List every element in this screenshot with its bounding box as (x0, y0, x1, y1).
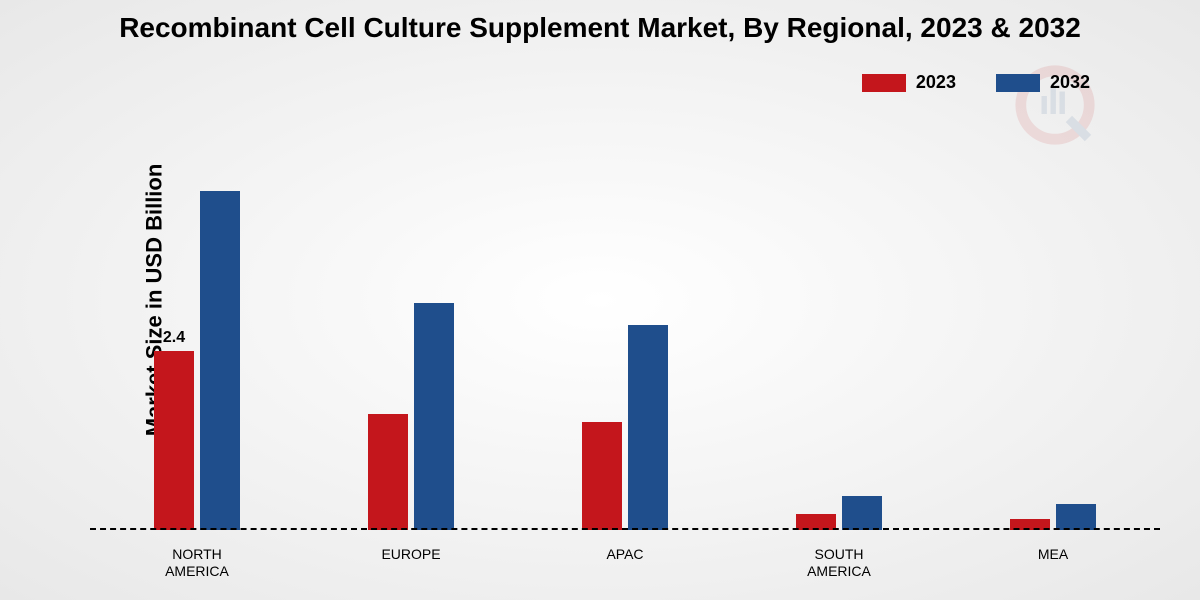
bar-group (582, 325, 668, 530)
legend-label: 2032 (1050, 72, 1090, 93)
x-axis-category-label: NORTH AMERICA (137, 546, 257, 580)
bar-group (368, 303, 454, 530)
legend-swatch-2032 (996, 74, 1040, 92)
plot-area: 2.4 (90, 120, 1160, 530)
legend-label: 2023 (916, 72, 956, 93)
bar (842, 496, 882, 530)
bar-value-label: 2.4 (163, 329, 185, 347)
legend-item-2023: 2023 (862, 72, 956, 93)
x-axis-category-label: APAC (565, 546, 685, 580)
x-axis-category-label: SOUTH AMERICA (779, 546, 899, 580)
bar (368, 414, 408, 530)
bar (628, 325, 668, 530)
x-axis-labels: NORTH AMERICA EUROPE APAC SOUTH AMERICA MEA (90, 546, 1160, 580)
bar (414, 303, 454, 530)
bar-groups: 2.4 (90, 120, 1160, 530)
bar (200, 191, 240, 530)
bar-group (796, 496, 882, 530)
x-axis-category-label: MEA (993, 546, 1113, 580)
legend: 2023 2032 (862, 72, 1090, 93)
chart-title: Recombinant Cell Culture Supplement Mark… (0, 12, 1200, 44)
legend-item-2032: 2032 (996, 72, 1090, 93)
bar-group (1010, 504, 1096, 530)
bar (1056, 504, 1096, 530)
bar: 2.4 (154, 351, 194, 530)
x-axis-category-label: EUROPE (351, 546, 471, 580)
legend-swatch-2023 (862, 74, 906, 92)
bar-group: 2.4 (154, 191, 240, 530)
x-axis-baseline (90, 528, 1160, 530)
bar (582, 422, 622, 530)
